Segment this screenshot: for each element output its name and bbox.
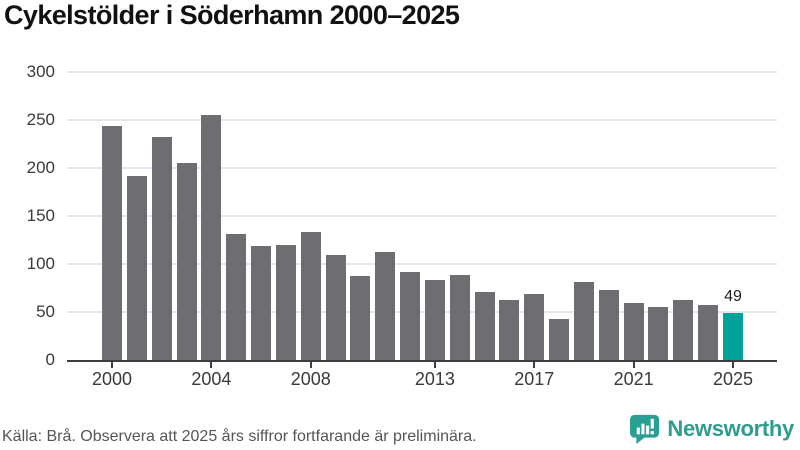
bar-2008	[300, 232, 321, 360]
bar-2007	[275, 244, 296, 360]
newsworthy-logo-icon	[630, 414, 660, 444]
bar-2018	[549, 318, 570, 360]
bar-2012	[400, 271, 421, 360]
bar-2017	[524, 293, 545, 360]
y-axis-tick-label: 0	[45, 350, 55, 369]
y-axis-tick-label: 100	[26, 254, 55, 273]
bar-2013	[424, 280, 445, 360]
bar-2010	[350, 275, 371, 360]
newsworthy-logo-text: Newsworthy	[667, 416, 794, 441]
bar-2015	[474, 291, 495, 360]
x-axis-tick-label: 2008	[290, 369, 331, 389]
x-axis-tick-label: 2021	[613, 369, 654, 389]
source-note: Källa: Brå. Observera att 2025 års siffr…	[2, 428, 477, 445]
highlight-value-label: 49	[724, 287, 742, 305]
chart-title: Cykelstölder i Söderhamn 2000–2025	[4, 0, 460, 30]
bar-2005	[226, 234, 247, 360]
x-axis-tick-mark	[632, 362, 635, 368]
bar-2022	[648, 307, 669, 360]
gridline	[67, 311, 777, 313]
bar-2020	[598, 289, 619, 360]
y-axis-tick-label: 300	[26, 62, 55, 81]
x-axis-tick-mark	[533, 362, 536, 368]
y-axis-tick-label: 50	[36, 302, 55, 321]
plot-area	[67, 71, 777, 362]
y-axis-tick-label: 250	[26, 110, 55, 129]
bar-2021	[623, 303, 644, 360]
bar-2025	[723, 312, 743, 360]
bar-2019	[573, 282, 594, 360]
x-axis-tick-label: 2013	[414, 369, 455, 389]
bar-2000	[102, 125, 122, 360]
bar-2009	[325, 255, 346, 360]
x-axis-tick-mark	[111, 362, 113, 368]
gridline	[67, 215, 777, 217]
x-axis-tick-label: 2000	[91, 369, 133, 389]
gridline	[67, 263, 777, 265]
bar-2003	[176, 163, 197, 360]
x-axis-tick-mark	[309, 362, 312, 368]
bar-2001	[126, 175, 147, 360]
newsworthy-logo: Newsworthy	[629, 413, 794, 445]
bar-2006	[251, 245, 272, 360]
bar-2024	[698, 305, 719, 360]
x-axis-tick-label: 2017	[514, 369, 555, 389]
y-axis-tick-label: 150	[26, 206, 55, 225]
y-axis-tick-label: 200	[26, 158, 55, 177]
x-axis-tick-label: 2004	[191, 369, 232, 389]
bar-2016	[499, 300, 520, 360]
gridline	[67, 119, 777, 121]
bar-2014	[449, 274, 470, 360]
gridline	[67, 167, 777, 169]
gridline	[67, 71, 777, 73]
bar-2004	[201, 115, 222, 360]
x-axis-tick-mark	[732, 362, 734, 368]
bar-2002	[151, 137, 172, 360]
bar-2023	[673, 299, 694, 360]
bar-2011	[375, 251, 396, 360]
x-axis-tick-mark	[433, 362, 436, 368]
x-axis-tick-mark	[210, 362, 213, 368]
x-axis-tick-label: 2025	[712, 369, 754, 389]
